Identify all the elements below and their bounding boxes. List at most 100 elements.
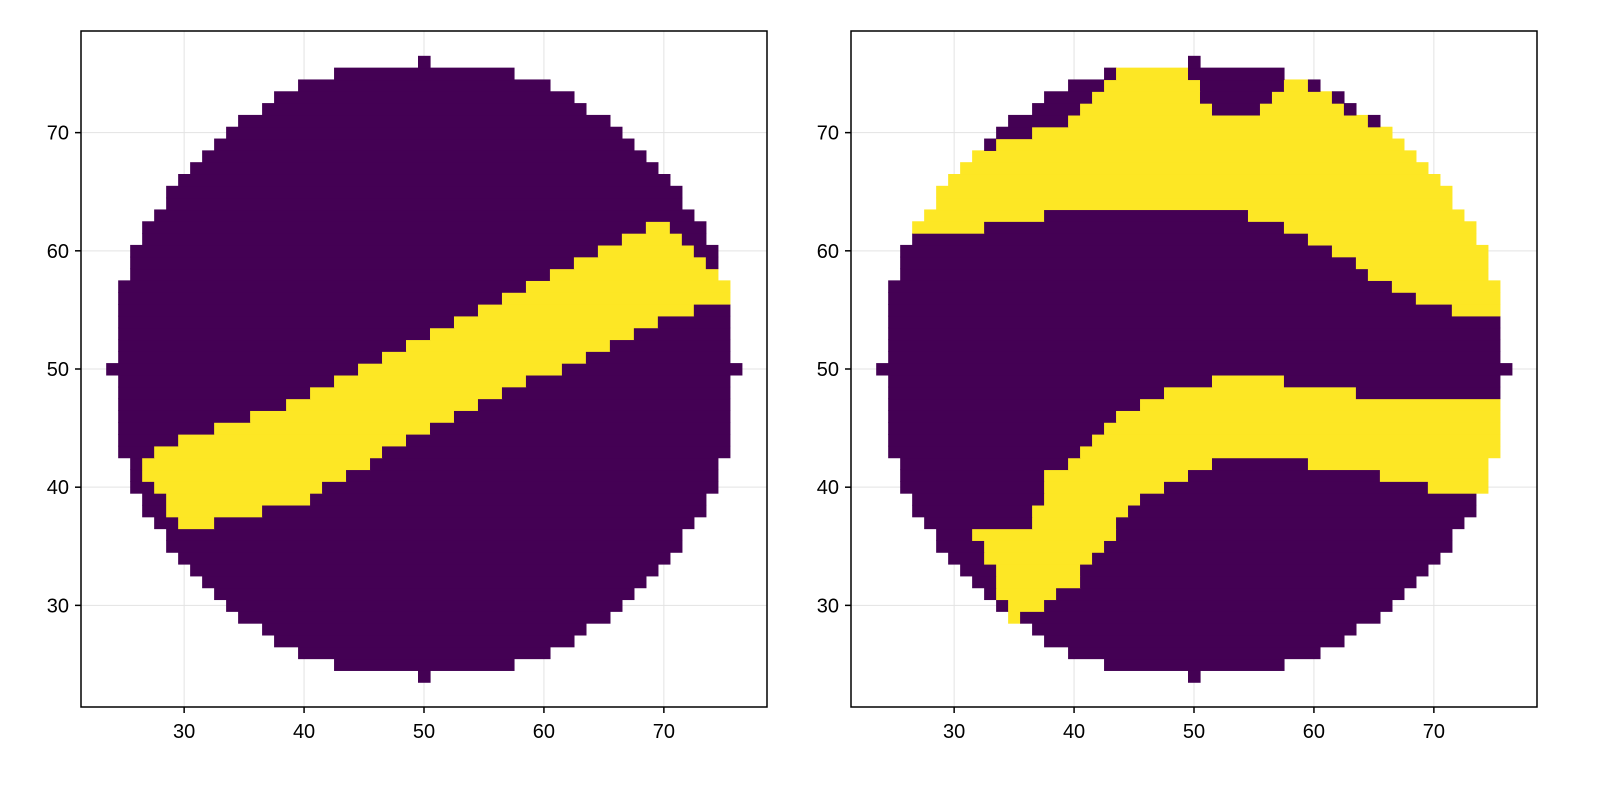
heatmap-cell xyxy=(1331,91,1345,104)
heatmap-cell xyxy=(346,469,719,482)
heatmap-cell xyxy=(876,363,1513,376)
heatmap-cell xyxy=(130,481,155,494)
heatmap-cell xyxy=(154,209,695,222)
heatmap-cell xyxy=(1164,481,1429,494)
heatmap-cell xyxy=(1307,79,1321,92)
heatmap-cell xyxy=(1104,540,1453,553)
heatmap-cell xyxy=(118,386,311,400)
heatmap-cell xyxy=(900,268,1369,281)
heatmap-cell xyxy=(1283,79,1309,92)
heatmap-cell xyxy=(1367,114,1381,128)
heatmap-cell xyxy=(1451,304,1501,317)
heatmap-cell xyxy=(948,552,985,565)
heatmap-cell xyxy=(418,670,431,683)
heatmap-cell xyxy=(573,256,707,270)
heatmap-cell xyxy=(984,221,1285,234)
heatmap-cell xyxy=(1271,91,1333,104)
heatmap-cell xyxy=(972,528,1117,541)
heatmap-cell xyxy=(142,504,167,518)
heatmap-cell xyxy=(1391,280,1501,293)
heatmap-cell xyxy=(166,493,311,506)
heatmap-cell xyxy=(274,634,575,648)
heatmap-cell xyxy=(334,67,515,81)
heatmap-cell xyxy=(900,256,1357,270)
heatmap-cell xyxy=(1199,79,1285,92)
heatmap-cell xyxy=(214,138,635,151)
heatmap-cell xyxy=(1140,398,1501,411)
x-tick-label: 40 xyxy=(293,721,315,743)
heatmap-cell xyxy=(286,398,479,411)
heatmap-cell xyxy=(382,351,587,364)
heatmap-cell xyxy=(645,221,671,234)
heatmap-cell xyxy=(984,587,997,601)
heatmap-cell xyxy=(142,457,371,471)
heatmap-cell xyxy=(178,516,215,530)
heatmap-cell xyxy=(1044,599,1393,612)
heatmap-cell xyxy=(1032,103,1081,116)
heatmap-cell xyxy=(657,315,731,329)
heatmap-cell xyxy=(693,244,719,258)
heatmap-cell xyxy=(118,422,215,435)
heatmap-cell xyxy=(972,150,1417,163)
heatmap-cell xyxy=(888,339,1501,352)
heatmap-cell xyxy=(166,197,683,211)
heatmap-cell xyxy=(924,209,1045,222)
heatmap-cell xyxy=(142,233,623,246)
heatmap-cell xyxy=(936,197,1453,211)
heatmap-cell xyxy=(1355,386,1501,400)
heatmap-cell xyxy=(429,422,731,435)
heatmap-cell xyxy=(1020,611,1381,624)
heatmap-cell xyxy=(900,481,1045,494)
y-tick-label: 70 xyxy=(817,123,839,145)
heatmap-cell xyxy=(1199,91,1273,104)
heatmap-cell xyxy=(118,315,455,329)
heatmap-cell xyxy=(984,138,997,151)
heatmap-cell xyxy=(334,658,515,671)
heatmap-cell xyxy=(1116,410,1501,423)
heatmap-cell xyxy=(118,327,431,341)
heatmap-cell xyxy=(681,233,707,246)
heatmap-cell xyxy=(693,304,731,317)
heatmap-cell xyxy=(298,79,551,92)
heatmap-cell xyxy=(888,422,1105,435)
heatmap-cell xyxy=(960,162,1429,175)
heatmap-cell xyxy=(1116,516,1465,530)
heatmap-cells xyxy=(876,55,1513,683)
heatmap-cell xyxy=(888,280,1393,293)
heatmap-cell xyxy=(1379,469,1489,482)
heatmap-cell xyxy=(888,434,1093,447)
heatmap-cell xyxy=(1211,374,1285,388)
heatmap-cell xyxy=(142,221,647,234)
heatmap-cell xyxy=(888,410,1117,423)
heatmap-cell xyxy=(1008,599,1045,612)
heatmap-cell xyxy=(597,244,695,258)
heatmap-cell xyxy=(238,611,611,624)
heatmap-cell xyxy=(501,292,731,305)
heatmap-cell xyxy=(912,233,1309,246)
y-tick-label: 30 xyxy=(47,595,69,617)
heatmap-panel-left: 30 40 50 60 70 30 40 50 60 70 xyxy=(47,30,768,743)
heatmap-cell xyxy=(214,587,635,601)
heatmap-cell xyxy=(118,374,335,388)
heatmap-cell xyxy=(1104,79,1201,92)
heatmap-cell xyxy=(996,587,1057,601)
heatmap-cell xyxy=(1415,292,1501,305)
heatmap-cell xyxy=(1307,457,1489,471)
heatmap-cell xyxy=(1331,244,1489,258)
y-tick-label: 60 xyxy=(47,241,69,263)
heatmap-cell xyxy=(1008,611,1021,624)
heatmap-cell xyxy=(178,552,671,565)
x-tick-label: 70 xyxy=(653,721,675,743)
heatmap-cell xyxy=(1044,209,1249,222)
heatmap-cell xyxy=(936,540,985,553)
heatmap-cell xyxy=(1032,126,1393,140)
heatmap-cells xyxy=(106,55,743,683)
heatmap-cell xyxy=(912,221,985,234)
heatmap-cell xyxy=(202,575,647,589)
heatmap-cell xyxy=(1211,457,1309,471)
y-tick-label: 50 xyxy=(47,359,69,381)
heatmap-cell xyxy=(118,351,383,364)
heatmap-cell xyxy=(358,363,563,376)
heatmap-cell xyxy=(609,339,731,352)
heatmap-cell xyxy=(1247,209,1465,222)
